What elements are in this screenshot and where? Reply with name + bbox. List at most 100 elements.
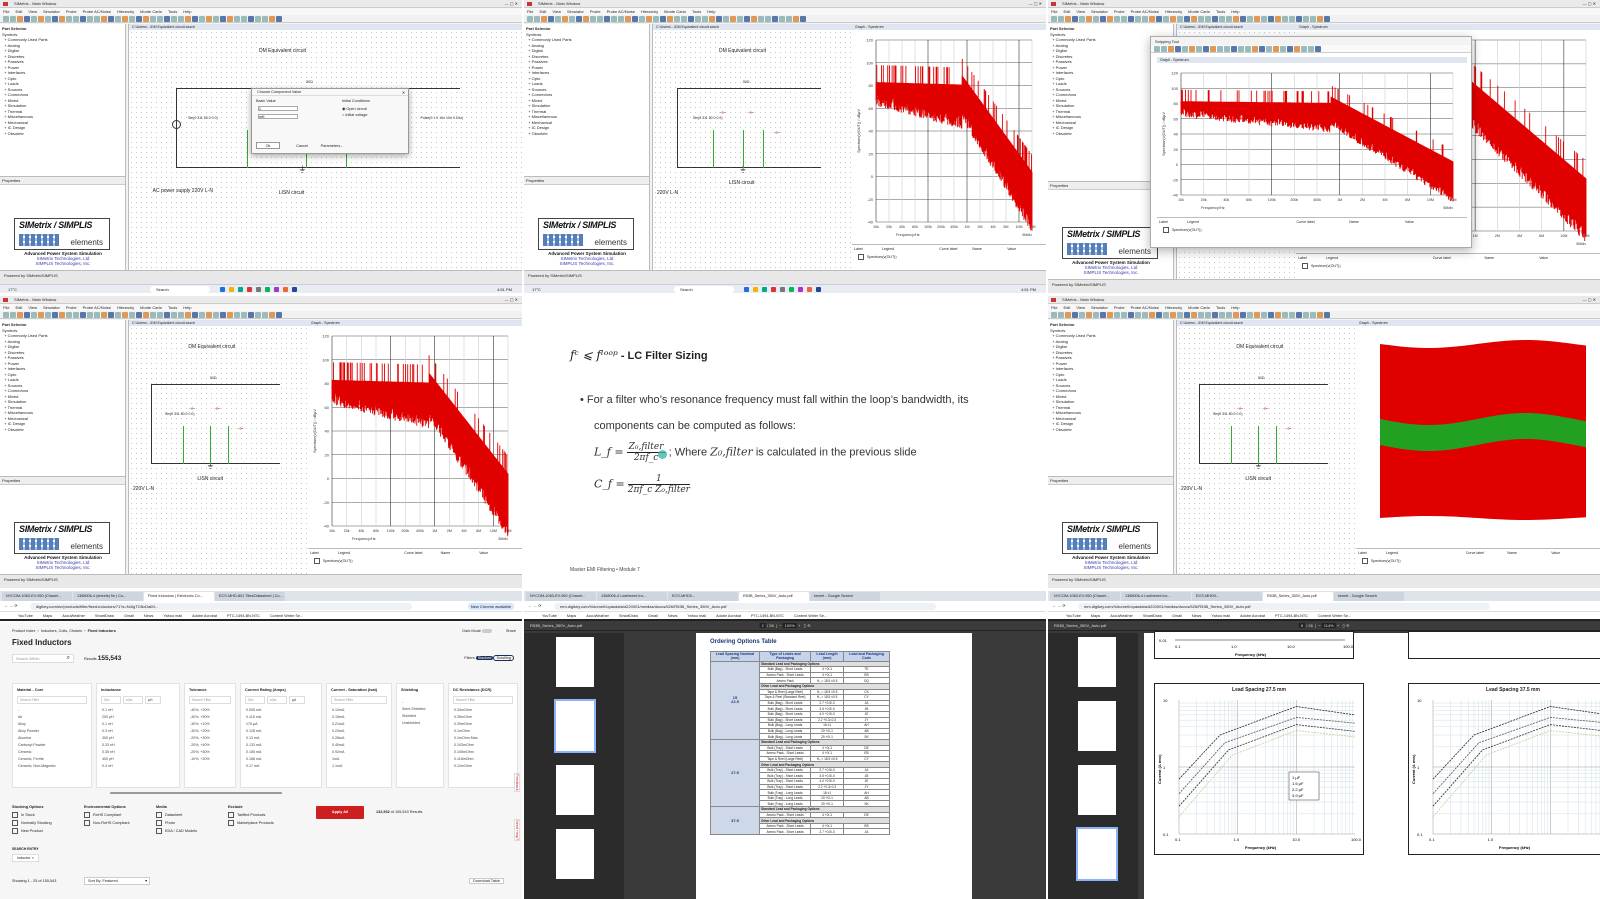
toolbar-button-icon[interactable] [1163,16,1169,22]
filter-option[interactable]: -30%, +10% [190,722,210,726]
window-controls[interactable]: — ▢ ✕ [504,297,518,302]
part-category[interactable]: + Passives [1050,355,1072,360]
menu-item[interactable]: Probe [589,9,601,14]
filter-option[interactable]: Carbonyl Powder [18,743,46,747]
toolbar-button-icon[interactable] [1058,16,1064,22]
taskbar-app-icon[interactable] [789,287,794,292]
part-category[interactable]: + Connectors [2,92,29,97]
snipping-tool-icon[interactable] [1196,46,1202,52]
toolbar-button-icon[interactable] [213,312,219,318]
part-category[interactable]: + Opto [2,75,17,81]
option-checkbox[interactable]: New Product [12,827,52,835]
part-category[interactable]: + Mixed [2,393,19,399]
toolbar-button-icon[interactable] [199,16,205,22]
part-category[interactable]: + Interfaces [2,366,26,371]
toolbar-button-icon[interactable] [73,312,79,318]
bookmark-link[interactable]: AccuWeather [586,614,609,618]
bookmark-link[interactable]: Adobe Acrobat [716,614,742,618]
toolbar-button-icon[interactable] [541,16,547,22]
filter-option[interactable]: Ceramic, Ferrite [18,757,44,761]
open-circuit-radio[interactable]: ◉ Open circuit [342,107,367,111]
toolbar-button-icon[interactable] [590,16,596,22]
toolbar-button-icon[interactable] [262,312,268,318]
part-category[interactable]: + Discretes [2,53,25,59]
part-category[interactable]: + Digital [1050,344,1067,349]
toolbar-button-icon[interactable] [1072,312,1078,318]
toolbar-button-icon[interactable] [730,16,736,22]
schematic-tab[interactable]: C:\Users\...\DM Equivalent circuit.sxsch [129,320,308,326]
menu-item[interactable]: Simulator [1090,9,1108,14]
toolbar-button-icon[interactable] [548,16,554,22]
taskbar-app-icon[interactable] [220,287,225,292]
menu-item[interactable]: Monte Carlo [140,9,162,14]
legend-entry[interactable]: Spectrum(v(OUT)) [1362,558,1401,564]
toolbar-button-icon[interactable] [597,16,603,22]
part-category[interactable]: + Loads [526,81,543,86]
toolbar-button-icon[interactable] [611,16,617,22]
toolbar-button-icon[interactable] [1261,312,1267,318]
toolbar-button-icon[interactable] [1100,312,1106,318]
part-category[interactable]: + Analog [2,42,20,48]
toolbar-button-icon[interactable] [1261,16,1267,22]
filter-option[interactable]: Ceramic, Non-Magnetic [18,764,56,768]
bookmark-link[interactable]: Yahoo mail [687,614,707,618]
toolbar-button-icon[interactable] [667,16,673,22]
toolbar-button-icon[interactable] [171,312,177,318]
page-thumbnail-active[interactable] [554,699,596,753]
filter-option[interactable]: 0.28mA [332,736,345,740]
part-category[interactable]: + Opto [1050,75,1065,81]
filter-option[interactable]: Alloy [18,722,26,726]
menu-item[interactable]: Simulator [42,9,60,14]
toolbar-button-icon[interactable] [1212,312,1218,318]
toolbar-button-icon[interactable] [164,312,170,318]
toolbar-button-icon[interactable] [1177,16,1183,22]
filter-option[interactable]: 0.1mOhm Max [454,736,478,740]
toolbar-button-icon[interactable] [653,16,659,22]
part-category[interactable]: + IC Design [2,421,26,426]
toolbar-button-icon[interactable] [1135,312,1141,318]
filter-option[interactable]: 0.156 mA [246,750,262,754]
toolbar-button-icon[interactable] [1149,16,1155,22]
toolbar-button-icon[interactable] [1114,16,1120,22]
menu-item[interactable]: Monte Carlo [1188,9,1210,14]
toolbar-button-icon[interactable] [604,16,610,22]
filter-option[interactable]: -20%, +40% [190,743,210,747]
taskbar-app-icon[interactable] [762,287,767,292]
bookmark-link[interactable]: Maps [566,614,577,618]
schematic-tab[interactable]: C:\Users\...\DM Equivalent circuit.sxsch [129,24,522,30]
browser-tab[interactable]: ECS-MHD0... [668,592,738,601]
toolbar-button-icon[interactable] [1051,16,1057,22]
part-category[interactable]: + Thermal [526,108,547,114]
part-category[interactable]: + Digital [526,48,543,53]
toolbar-button-icon[interactable] [108,312,114,318]
filter-option[interactable]: -20%, +30% [190,736,210,740]
value-input[interactable] [258,106,298,111]
filter-option[interactable]: 0.1 nH [102,722,113,726]
toolbar-button-icon[interactable] [1317,312,1323,318]
graph-tab[interactable]: Graph - Spectrum [308,320,522,326]
filter-option[interactable]: 0.105mOhm [454,750,474,754]
toolbar-button-icon[interactable] [674,16,680,22]
menu-item[interactable]: Help [1231,9,1240,14]
search-icon[interactable]: ⌕ [66,655,70,661]
toolbar-button-icon[interactable] [555,16,561,22]
filter-option[interactable]: 0.34mOhm [454,708,472,712]
toolbar-button-icon[interactable] [164,16,170,22]
part-category[interactable]: + Mixed [526,97,543,103]
part-category[interactable]: + Obsolete [2,130,24,136]
toolbar-button-icon[interactable] [779,16,785,22]
snipping-tool-icon[interactable] [1238,46,1244,52]
close-icon[interactable]: ✕ [401,91,405,95]
new-chrome-button[interactable]: New Chrome available [467,603,514,610]
page-thumbnail[interactable] [556,829,594,879]
option-checkbox[interactable]: Normally Stocking [12,819,52,827]
toolbar-button-icon[interactable] [80,312,86,318]
menu-item[interactable]: Tools [167,9,178,14]
part-category[interactable]: + Sources [1050,382,1071,388]
toolbar-button-icon[interactable] [185,312,191,318]
filter-option[interactable]: -40%, +20% [190,708,210,712]
cancel-button[interactable]: Cancel [296,144,308,148]
menu-item[interactable]: File [1051,9,1058,14]
toolbar-button-icon[interactable] [31,16,37,22]
toolbar-button-icon[interactable] [206,16,212,22]
